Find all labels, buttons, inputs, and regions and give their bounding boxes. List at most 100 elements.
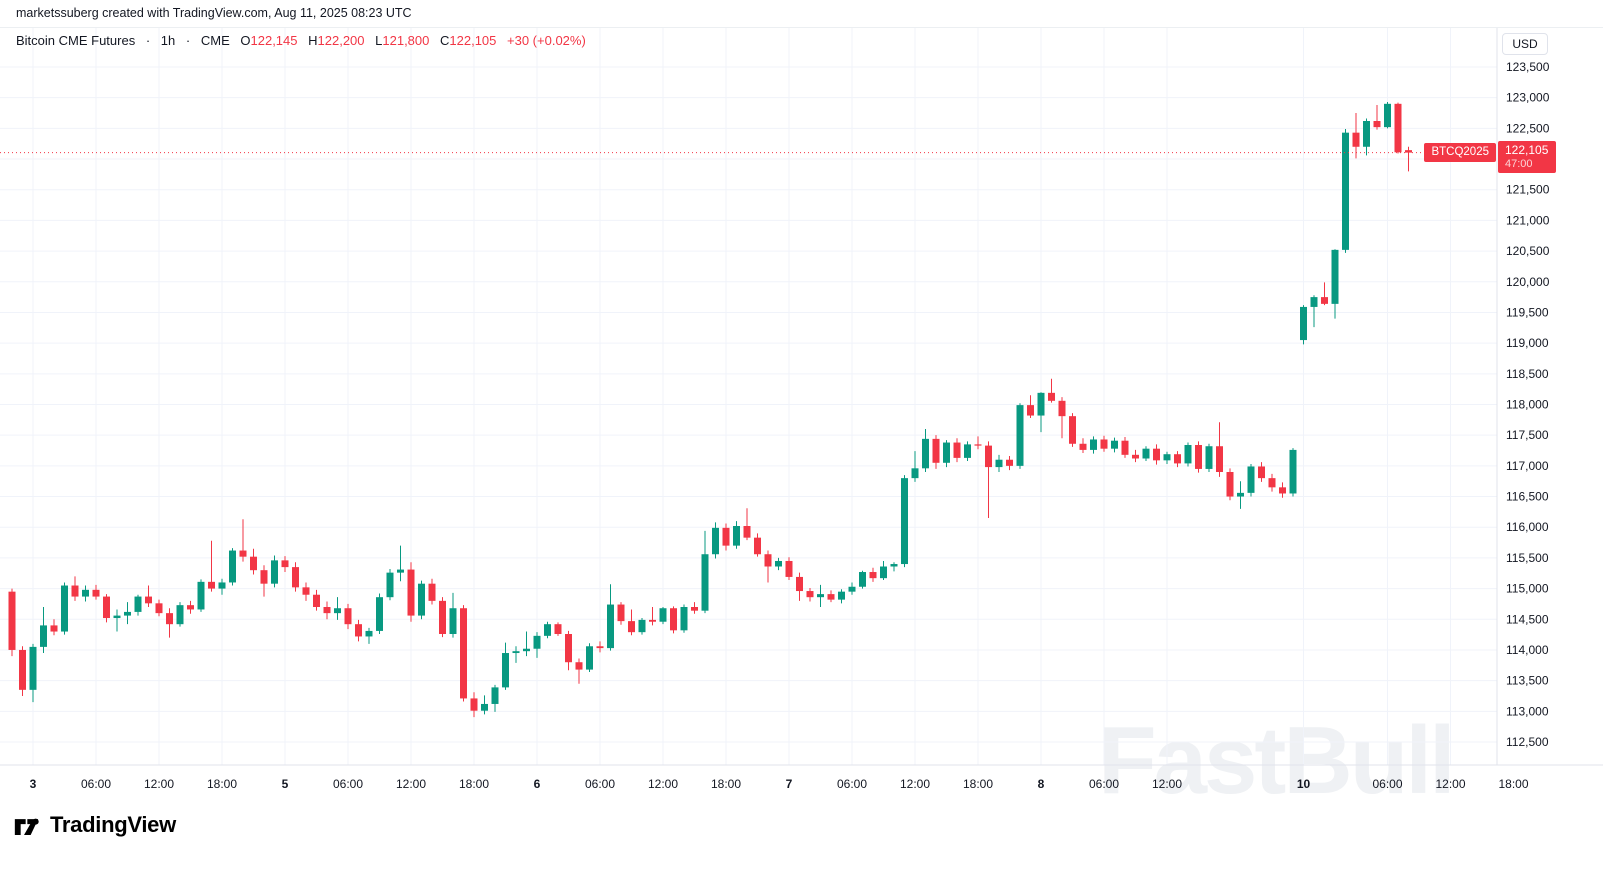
candle-body [1174, 454, 1181, 464]
interval-label[interactable]: 1h [160, 33, 176, 48]
candle-body [880, 566, 887, 579]
candle-body [1373, 121, 1381, 128]
credit-bar: marketssuberg created with TradingView.c… [0, 0, 1603, 28]
currency-unit-button[interactable]: USD [1502, 33, 1548, 55]
candle-body [1121, 440, 1129, 455]
candle-body [701, 554, 709, 611]
candle-body [554, 624, 562, 634]
candle-body [1069, 416, 1076, 444]
candle-body [50, 625, 58, 632]
candle-body [19, 649, 26, 690]
svg-text:120,500: 120,500 [1506, 244, 1550, 258]
fastbull-watermark: FastBull [1098, 707, 1453, 814]
candle-body [838, 591, 845, 600]
candle-body [1342, 132, 1349, 250]
tradingview-logo[interactable]: TradingView [14, 812, 176, 838]
candle-body [1216, 446, 1223, 472]
bar-countdown: 47:00 [1505, 158, 1533, 170]
last-price-value: 122,105 [1505, 143, 1549, 157]
candle-body [124, 611, 131, 616]
candle-body [197, 581, 205, 610]
high-value: H122,200 [308, 33, 365, 48]
candle-body [1331, 249, 1339, 304]
svg-text:119,000: 119,000 [1506, 336, 1549, 350]
candle-body [596, 646, 604, 649]
candle-body [250, 556, 257, 571]
candle-body [29, 646, 37, 690]
svg-text:118,500: 118,500 [1506, 367, 1549, 381]
svg-text:18:00: 18:00 [459, 777, 489, 791]
candle-body [428, 583, 436, 601]
svg-text:119,500: 119,500 [1506, 305, 1549, 319]
candle-body [953, 442, 961, 458]
candle-body [659, 608, 667, 622]
candle-body [1394, 103, 1402, 153]
candle-body [764, 554, 772, 567]
candle-body [544, 624, 551, 636]
candle-body [460, 608, 467, 699]
candle-body [670, 608, 677, 631]
candle-body [302, 587, 310, 595]
candle-body [502, 653, 509, 688]
candle-body [890, 564, 898, 567]
svg-text:116,500: 116,500 [1506, 490, 1549, 504]
candle-body [1016, 405, 1024, 466]
candle-body [439, 600, 446, 634]
svg-text:06:00: 06:00 [1089, 777, 1119, 791]
svg-text:12:00: 12:00 [1435, 777, 1465, 791]
svg-text:06:00: 06:00 [585, 777, 615, 791]
candle-body [1184, 445, 1192, 464]
svg-text:113,500: 113,500 [1506, 674, 1549, 688]
svg-text:117,500: 117,500 [1506, 428, 1549, 442]
candle-body [848, 586, 856, 592]
candle-body [985, 445, 992, 468]
candle-body [901, 478, 908, 565]
candle-body [638, 619, 646, 633]
exchange-label: CME [200, 33, 230, 48]
candle-body [365, 630, 373, 637]
candle-body [92, 589, 100, 597]
svg-text:121,500: 121,500 [1506, 183, 1550, 197]
candles-layer [8, 101, 1412, 718]
svg-text:12:00: 12:00 [396, 777, 426, 791]
candle-body [1100, 439, 1108, 449]
candle-body [481, 703, 488, 711]
svg-text:118,000: 118,000 [1506, 398, 1549, 412]
svg-text:123,500: 123,500 [1506, 60, 1550, 74]
candle-body [680, 607, 688, 631]
candle-body [8, 591, 16, 650]
credit-text: marketssuberg created with TradingView.c… [16, 6, 412, 20]
svg-text:18:00: 18:00 [963, 777, 993, 791]
candle-body [512, 651, 520, 654]
candle-body [71, 585, 79, 597]
svg-text:115,000: 115,000 [1506, 582, 1549, 596]
candle-body [1037, 392, 1045, 416]
candle-body [208, 581, 215, 589]
candle-body [859, 572, 866, 587]
candle-body [166, 613, 173, 625]
time-axis[interactable]: 3 06:00 12:00 18:00 5 06:00 12:00 18:00 6 06:00 12… [30, 777, 1529, 791]
candle-body [376, 597, 383, 631]
candle-body [617, 604, 625, 622]
svg-text:112,500: 112,500 [1506, 735, 1549, 749]
candle-body [796, 576, 803, 592]
separator-dot: · [185, 33, 191, 48]
candle-body [1226, 472, 1234, 497]
candle-body [827, 594, 835, 600]
candle-body [607, 604, 614, 649]
candle-body [754, 537, 761, 555]
candle-body [134, 596, 142, 612]
candle-body [397, 569, 404, 573]
symbol-title[interactable]: Bitcoin CME Futures [16, 33, 136, 48]
candle-body [229, 550, 236, 583]
svg-text:123,000: 123,000 [1506, 91, 1550, 105]
svg-text:12:00: 12:00 [1152, 777, 1182, 791]
candle-body [911, 468, 919, 479]
candle-body [407, 569, 415, 616]
last-price-label: 122,105 47:00 [1498, 141, 1556, 173]
candle-body [1289, 449, 1297, 494]
candle-body [523, 648, 530, 652]
price-axis[interactable]: 112,500 113,000 113,500 114,000 114,500 115,0… [1506, 60, 1550, 749]
candle-body [733, 526, 740, 546]
